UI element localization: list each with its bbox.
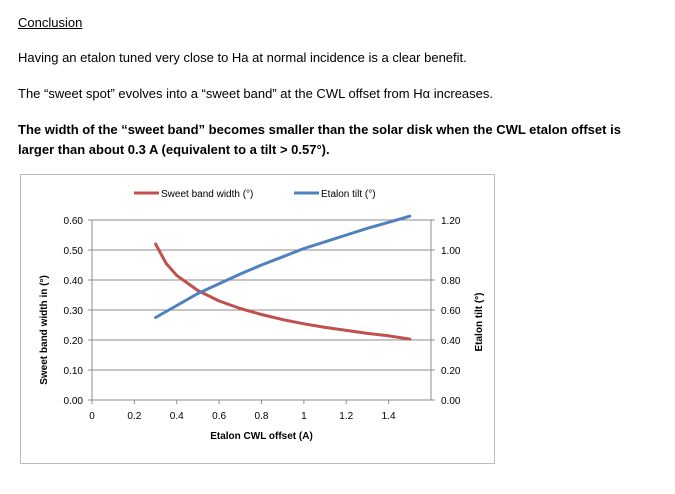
y2-tick-label: 1.00 [441, 246, 461, 257]
chart-svg: 0.000.100.200.300.400.500.600.000.200.40… [39, 189, 485, 442]
y-tick-label: 0.20 [64, 336, 84, 347]
paragraph-etalon-benefit: Having an etalon tuned very close to Ha … [18, 50, 467, 65]
x-tick-label: 1 [301, 411, 307, 422]
y2-tick-label: 0.00 [441, 396, 461, 407]
series-line-etalon-tilt [154, 214, 412, 319]
y2-tick-label: 0.80 [441, 276, 461, 287]
y-tick-label: 0.30 [64, 306, 84, 317]
y-tick-label: 0.40 [64, 276, 84, 287]
x-tick-label: 0.2 [127, 411, 141, 422]
paragraph-sweet-band-line-2: larger than about 0.3 A (equivalent to a… [18, 142, 330, 157]
y2-axis-title: Etalon tilt (°) [474, 293, 485, 352]
paragraph-sweet-band-line-1: The width of the “sweet band” becomes sm… [18, 122, 621, 137]
x-axis-title: Etalon CWL offset (A) [210, 431, 313, 442]
y2-tick-label: 0.20 [441, 366, 461, 377]
y2-tick-label: 0.40 [441, 336, 461, 347]
x-tick-label: 1.2 [339, 411, 353, 422]
paragraph-sweet-spot: The “sweet spot” evolves into a “sweet b… [18, 86, 493, 101]
x-tick-label: 0.8 [255, 411, 269, 422]
y-tick-label: 0.10 [64, 366, 84, 377]
y-tick-label: 0.50 [64, 246, 84, 257]
y2-tick-label: 1.20 [441, 216, 461, 227]
series-line-sweet-band-width [154, 242, 412, 341]
conclusion-heading: Conclusion [18, 15, 83, 30]
y-tick-label: 0.00 [64, 396, 84, 407]
x-tick-label: 1.4 [382, 411, 396, 422]
x-tick-label: 0 [89, 411, 95, 422]
y-axis-title: Sweet band width in (°) [39, 275, 50, 385]
x-tick-label: 0.6 [212, 411, 226, 422]
paragraph-sweet-band-width: The width of the “sweet band” becomes sm… [18, 120, 621, 160]
legend-label-sweet-band-width: Sweet band width (°) [161, 189, 253, 200]
legend-label-etalon-tilt: Etalon tilt (°) [321, 189, 376, 200]
x-tick-label: 0.4 [170, 411, 184, 422]
y2-tick-label: 0.60 [441, 306, 461, 317]
y-tick-label: 0.60 [64, 216, 84, 227]
chart-area: 0.00 0.10 0.20 0.30 0.40 0.50 0.60 0.00 0.20 0.40… [20, 174, 495, 464]
